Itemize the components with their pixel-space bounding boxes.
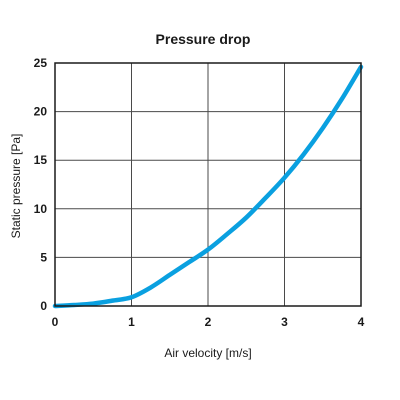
x-tick-label: 2 xyxy=(205,315,212,329)
x-tick-label: 0 xyxy=(52,315,59,329)
x-tick-label: 1 xyxy=(128,315,135,329)
y-tick-label: 25 xyxy=(34,56,48,70)
chart-title: Pressure drop xyxy=(156,31,251,47)
x-tick-labels: 0 1 2 3 4 xyxy=(52,315,365,329)
x-tick-label: 4 xyxy=(358,315,365,329)
series-line-0 xyxy=(52,64,364,309)
y-tick-label: 20 xyxy=(34,105,48,119)
y-tick-label: 15 xyxy=(34,153,48,167)
plot-frame xyxy=(54,62,362,307)
y-axis-label: Static pressure [Pa] xyxy=(9,134,23,239)
grid-lines xyxy=(54,62,362,307)
series-layer xyxy=(52,64,364,309)
x-tick-label: 3 xyxy=(281,315,288,329)
y-tick-label: 10 xyxy=(34,202,48,216)
y-tick-label: 0 xyxy=(40,299,47,313)
x-axis-label: Air velocity [m/s] xyxy=(164,346,251,360)
y-tick-labels: 0 5 10 15 20 25 xyxy=(34,56,48,313)
y-tick-label: 5 xyxy=(40,250,47,264)
